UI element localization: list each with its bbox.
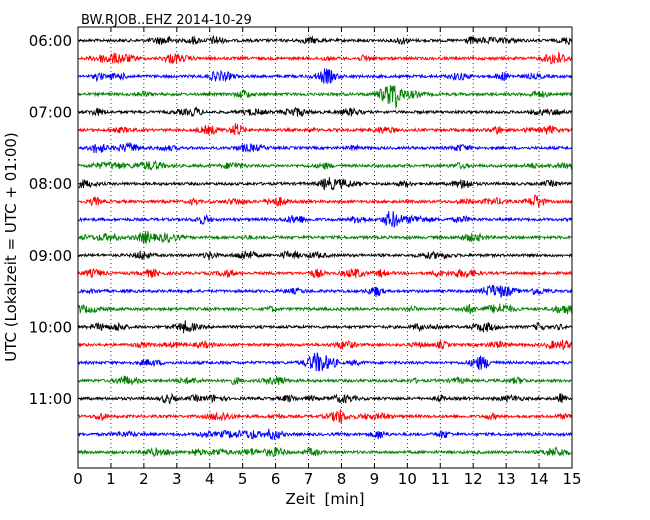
x-tick-label: 11: [431, 470, 450, 488]
x-tick-label: 10: [398, 470, 417, 488]
seismic-trace: [77, 268, 573, 279]
vertical-grid: [110, 27, 540, 468]
x-tick-label: 8: [337, 470, 347, 488]
x-tick-label: 7: [304, 470, 314, 488]
x-tick-label: 15: [562, 470, 581, 488]
x-axis-ticks: 0 1 2 3 4 5 6 7 8 9 10 11 12 13 14 15: [73, 27, 582, 488]
x-tick-label: 2: [139, 470, 149, 488]
y-tick-label: 11:00: [29, 390, 72, 408]
seismic-trace: [77, 177, 573, 191]
seismic-trace: [77, 122, 573, 136]
x-tick-label: 3: [172, 470, 182, 488]
x-tick-label: 1: [106, 470, 116, 488]
seismic-trace: [77, 409, 573, 424]
seismic-trace: [77, 446, 573, 458]
seismic-traces: [77, 34, 573, 458]
y-tick-label: 06:00: [29, 32, 72, 50]
y-tick-label: 10:00: [29, 318, 72, 336]
seismic-trace: [77, 428, 573, 440]
seismic-trace: [77, 352, 572, 372]
y-tick-label: 07:00: [29, 104, 72, 122]
seismic-trace: [77, 194, 573, 208]
seismic-trace: [77, 85, 573, 109]
seismic-trace: [77, 249, 573, 261]
x-tick-label: 13: [497, 470, 516, 488]
seismic-trace: [77, 210, 573, 228]
seismic-trace: [77, 303, 573, 315]
seismic-trace: [77, 34, 573, 46]
seismic-trace: [77, 320, 573, 334]
plot-frame: [77, 26, 573, 469]
x-tick-label: 5: [238, 470, 248, 488]
chart-title: BW.RJOB..EHZ 2014-10-29: [81, 13, 252, 28]
seismic-trace: [77, 392, 573, 405]
seismic-trace: [77, 159, 573, 171]
x-tick-label: 9: [370, 470, 380, 488]
seismic-trace: [77, 284, 573, 299]
seismic-trace: [77, 106, 573, 118]
y-axis-label: UTC (Lokalzeit = UTC + 01:00): [2, 132, 20, 362]
x-tick-label: 14: [530, 470, 549, 488]
x-tick-label: 0: [73, 470, 83, 488]
seismic-trace: [77, 51, 573, 65]
x-tick-label: 6: [271, 470, 281, 488]
seismic-trace: [77, 375, 573, 386]
seismic-trace: [77, 230, 573, 244]
y-tick-label: 08:00: [29, 175, 72, 193]
seismic-trace: [77, 141, 573, 154]
x-tick-label: 4: [205, 470, 215, 488]
seismic-trace: [77, 339, 573, 351]
y-axis-ticks: 06:00 07:00 08:00 09:00 10:00 11:00: [29, 32, 83, 408]
seismic-trace: [77, 68, 572, 85]
x-axis-label: Zeit [min]: [285, 490, 364, 508]
y-tick-label: 09:00: [29, 247, 72, 265]
x-tick-label: 12: [464, 470, 483, 488]
